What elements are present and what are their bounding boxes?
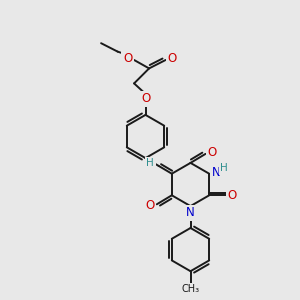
Text: O: O xyxy=(208,146,217,159)
Text: O: O xyxy=(146,199,155,212)
Text: N: N xyxy=(212,166,220,179)
Text: N: N xyxy=(186,206,195,219)
Text: O: O xyxy=(168,52,177,65)
Text: CH₃: CH₃ xyxy=(182,284,200,294)
Text: O: O xyxy=(123,52,132,65)
Text: H: H xyxy=(220,163,228,173)
Text: H: H xyxy=(146,158,154,169)
Text: O: O xyxy=(228,189,237,202)
Text: O: O xyxy=(141,92,150,106)
